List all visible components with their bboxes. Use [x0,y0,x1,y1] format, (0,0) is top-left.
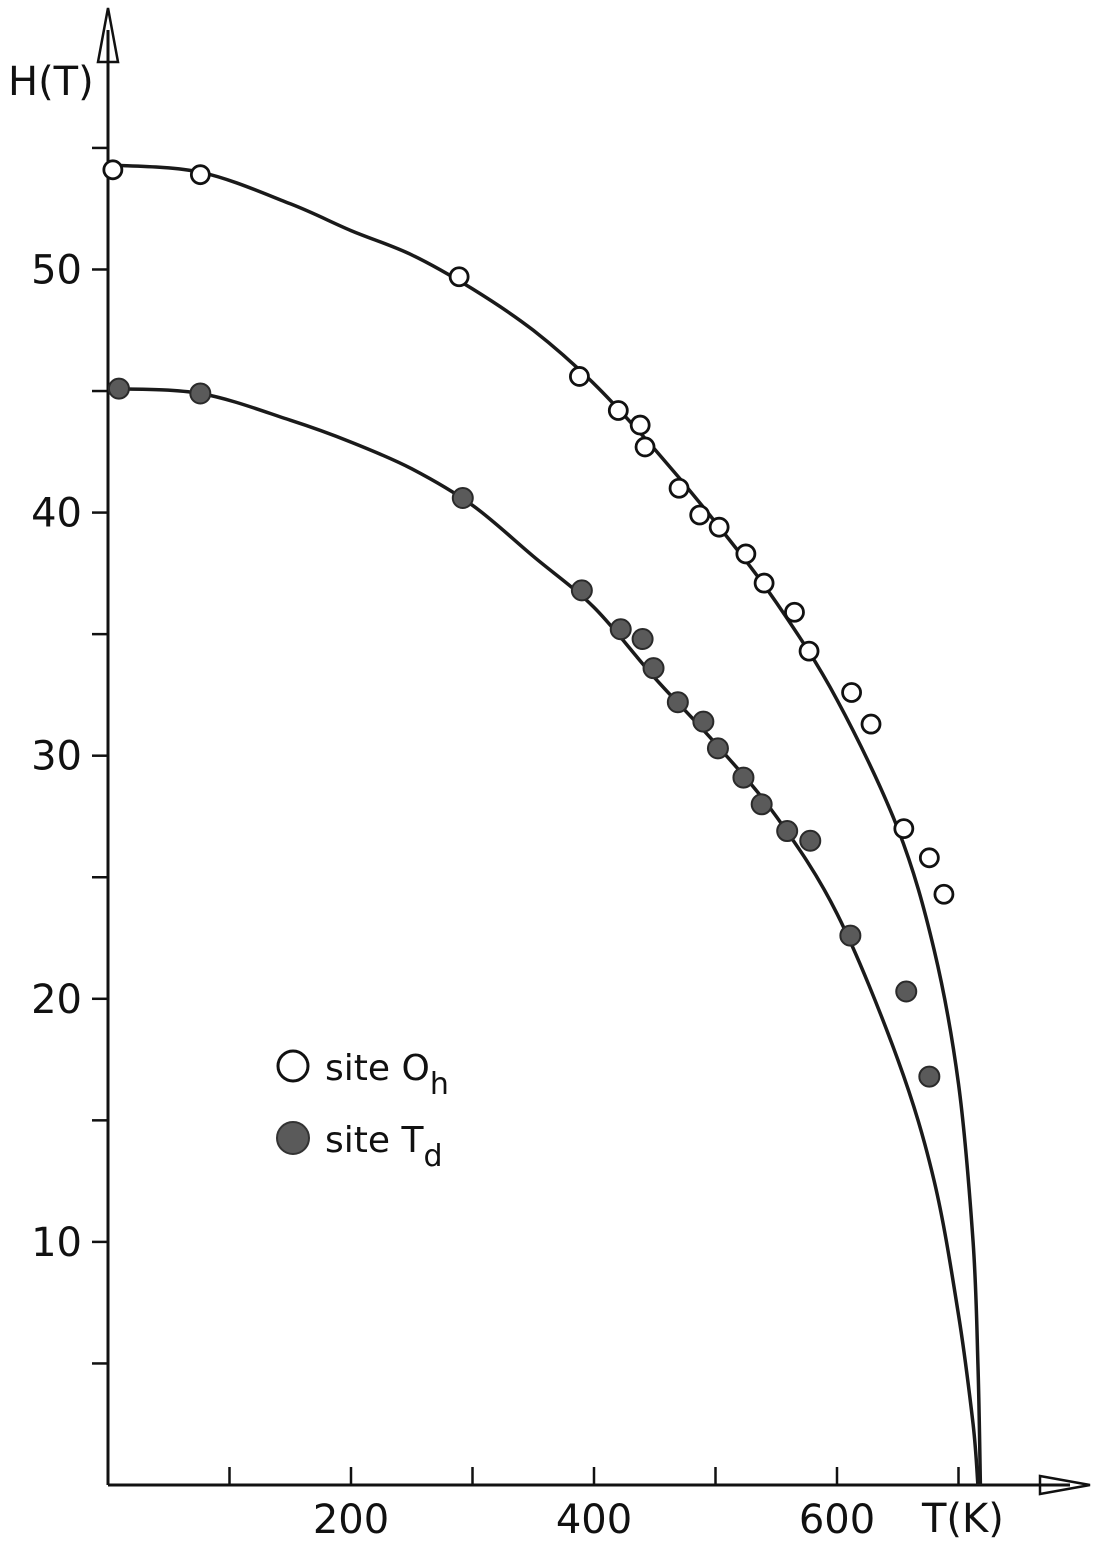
data-point-oh [893,818,915,840]
legend-label-td: site Td [325,1120,443,1174]
data-point-td [895,980,918,1003]
data-point-td [642,657,665,680]
data-point-oh [189,164,211,186]
data-point-td [609,618,632,641]
tick-labels: 200 400 600 10 20 30 40 50 [31,247,875,1542]
legend-item-td: site Td [276,1120,443,1174]
data-point-oh [689,504,711,526]
data-point-td [666,691,689,714]
filled-circle-icon [276,1121,310,1155]
x-tick-label: 600 [799,1497,875,1542]
data-point-oh [629,414,651,436]
x-tick-label: 200 [313,1497,389,1542]
open-circle-icon [276,1049,310,1083]
data-point-oh [735,543,757,565]
data-point-oh [634,436,656,458]
data-point-td [570,579,593,602]
data-point-oh [933,883,955,905]
axes [96,7,1091,1496]
legend-main-oh: site O [325,1048,430,1089]
data-point-td [189,382,212,405]
data-point-td [706,737,729,760]
legend-sub-oh: h [430,1067,449,1102]
data-point-oh [607,400,629,421]
legend-main-td: site T [325,1120,424,1161]
data-point-td [839,924,862,947]
data-point-oh [841,682,862,703]
data-point-td [451,487,474,509]
data-point-oh [569,366,590,387]
data-point-oh [753,572,775,594]
data-point-oh [448,266,470,288]
data-point-oh [668,477,690,499]
y-axis-arrow [96,7,120,64]
fit-curve-oh [107,163,983,1486]
x-tick-label: 400 [556,1497,632,1542]
legend: site Oh site Td [276,1048,449,1174]
data-point-td [631,628,654,650]
data-point-oh [918,847,940,869]
legend-item-oh: site Oh [276,1048,449,1102]
y-tick-label: 40 [31,491,82,537]
data-point-oh [860,713,882,735]
y-tick-label: 30 [31,734,82,780]
data-point-td [776,820,799,843]
fit-curves [107,163,983,1486]
data-point-oh [784,601,805,623]
legend-label-oh: site Oh [325,1048,449,1102]
y-axis-label: H(T) [8,59,94,105]
x-axis-label: T(K) [921,1496,1004,1542]
data-point-td [692,710,715,733]
y-tick-label: 50 [31,247,82,293]
tick-marks [92,146,960,1485]
data-point-td [799,829,822,852]
data-point-td [750,793,773,816]
x-axis-arrow [1038,1474,1091,1496]
data-point-oh [102,159,124,181]
fit-curve-td [107,386,980,1486]
data-points [102,159,955,1088]
data-point-td [107,377,130,400]
legend-sub-td: d [423,1139,442,1174]
data-point-td [732,766,755,789]
data-point-td [918,1065,941,1088]
data-point-oh [708,516,730,538]
y-tick-label: 10 [31,1220,82,1266]
data-point-oh [798,640,820,662]
y-tick-label: 20 [31,977,82,1023]
